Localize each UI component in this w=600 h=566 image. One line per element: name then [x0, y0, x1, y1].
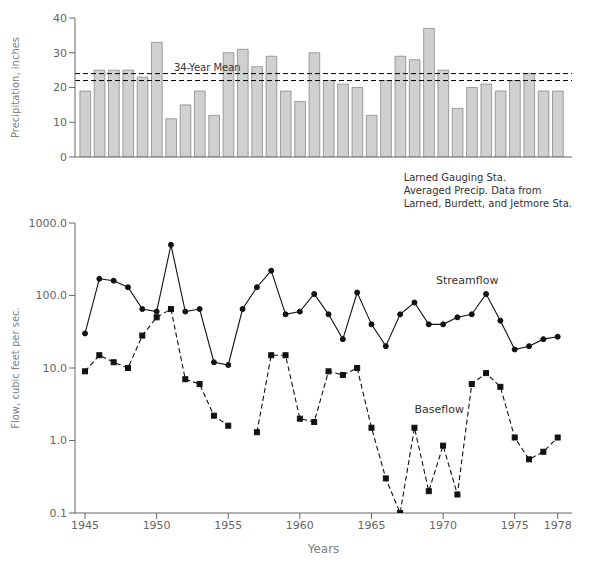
svg-text:1955: 1955 [214, 519, 242, 532]
svg-text:10.0: 10.0 [43, 362, 68, 375]
svg-text:20: 20 [53, 81, 67, 94]
svg-text:Flow, cubic feet per sec.: Flow, cubic feet per sec. [10, 307, 21, 429]
svg-text:1.0: 1.0 [50, 434, 68, 447]
svg-text:1970: 1970 [429, 519, 457, 532]
svg-text:Years: Years [307, 542, 340, 556]
svg-text:1978: 1978 [544, 519, 572, 532]
svg-text:0: 0 [60, 151, 67, 164]
svg-text:Baseflow: Baseflow [414, 403, 463, 416]
svg-text:1960: 1960 [286, 519, 314, 532]
html-text:Larned Gauging Sta. Averaged P: Larned Gauging Sta. Averaged Precip. Dat… [403, 172, 572, 209]
svg-text:30: 30 [53, 47, 67, 60]
svg-text:Precipitation, inches: Precipitation, inches [10, 37, 21, 138]
svg-text:1945: 1945 [71, 519, 99, 532]
svg-text:100.0: 100.0 [36, 289, 68, 302]
svg-text:1950: 1950 [143, 519, 171, 532]
svg-text:1000.0: 1000.0 [29, 217, 68, 230]
svg-text:34-Year Mean: 34-Year Mean [174, 62, 241, 73]
svg-text:1965: 1965 [357, 519, 385, 532]
svg-text:40: 40 [53, 12, 67, 25]
svg-text:Streamflow: Streamflow [436, 274, 498, 287]
svg-text:0.1: 0.1 [50, 507, 68, 520]
svg-text:10: 10 [53, 116, 67, 129]
svg-text:1975: 1975 [501, 519, 529, 532]
